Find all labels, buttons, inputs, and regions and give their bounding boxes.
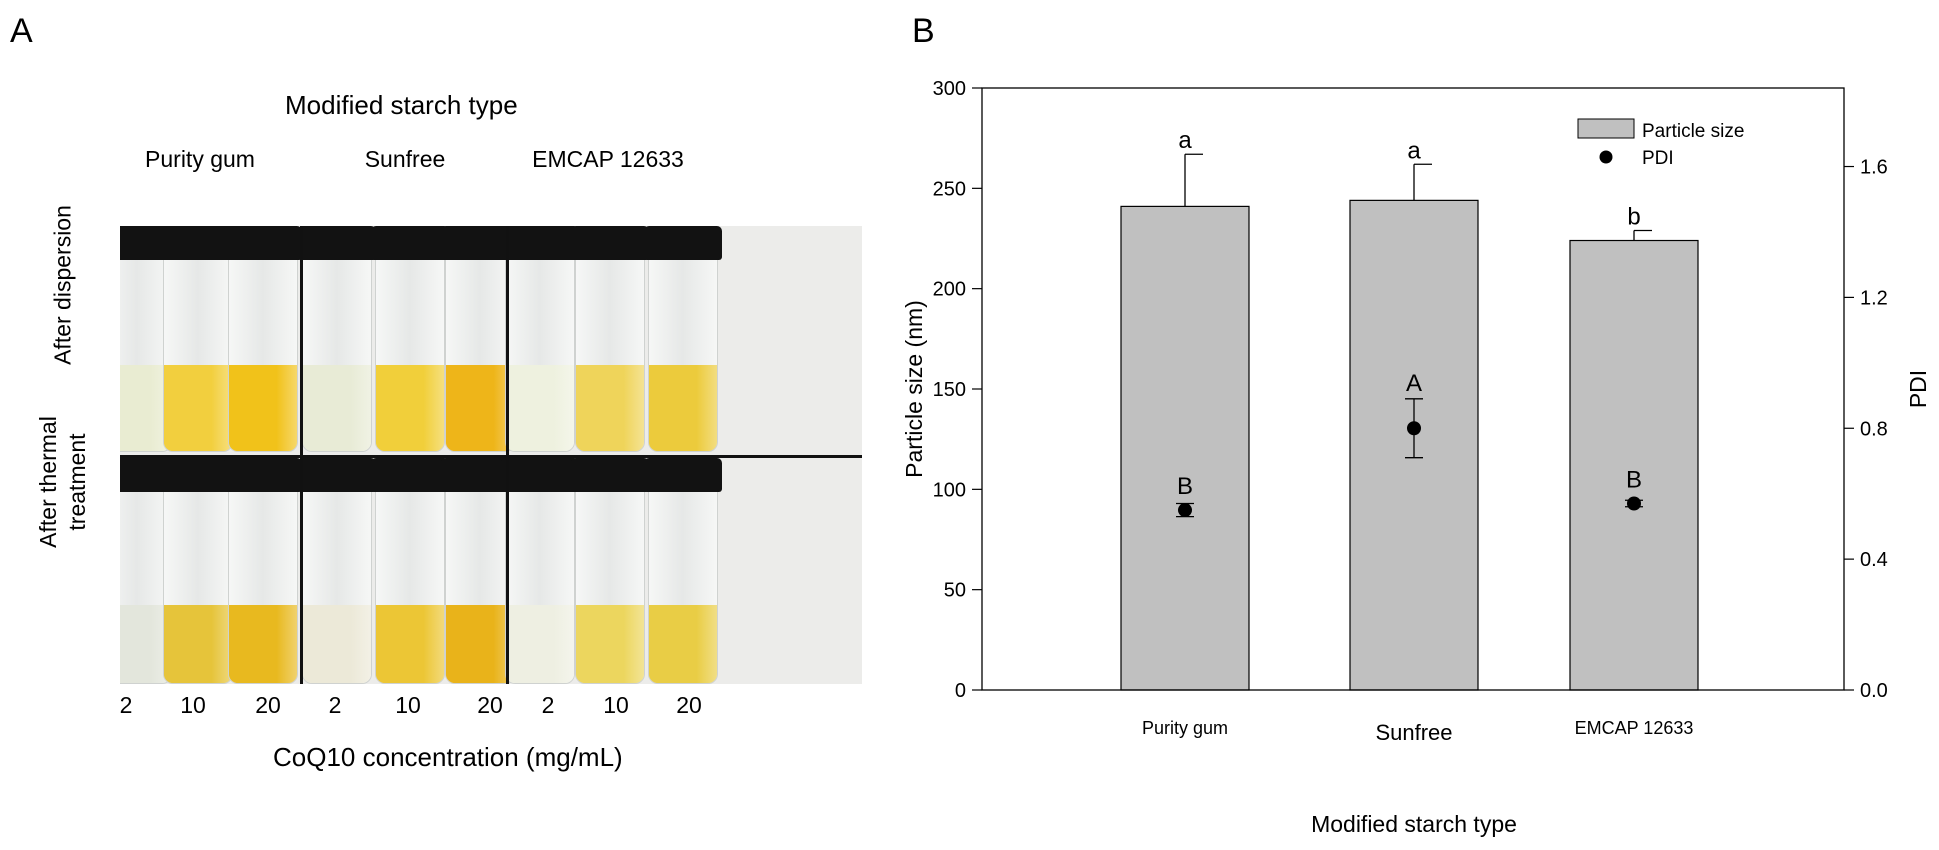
point-pdi: [1407, 421, 1421, 436]
panel-a-xlabel: CoQ10 concentration (mg/mL): [273, 742, 623, 772]
panel-a-header: Modified starch type: [285, 90, 518, 120]
vial: [571, 226, 649, 452]
y2-tick-label: 0.8: [1860, 418, 1888, 440]
vial-cap: [501, 226, 579, 260]
vial-cap: [501, 458, 579, 492]
y-tick-label: 0: [955, 680, 966, 702]
y-tick-label: 150: [933, 379, 966, 401]
vial: [501, 458, 579, 684]
photo-separator: [120, 455, 862, 458]
point-pdi: [1627, 496, 1641, 511]
x-tick-label: Purity gum: [1142, 718, 1228, 738]
vial-cap: [371, 226, 449, 260]
vial: [159, 458, 237, 684]
sig-letter-pdi: A: [1406, 370, 1422, 397]
vial-cap: [571, 226, 649, 260]
y-tick-label: 200: [933, 279, 966, 301]
vial: [644, 226, 722, 452]
vial: [501, 226, 579, 452]
x-axis-title: Modified starch type: [1311, 811, 1517, 837]
conc-label: 20: [255, 692, 281, 718]
conc-label: 2: [119, 692, 133, 718]
legend-label-particle-size: Particle size: [1642, 121, 1744, 142]
conc-label: 10: [180, 692, 206, 718]
vial: [644, 458, 722, 684]
conc-label: 2: [541, 692, 555, 718]
vial-cap: [644, 458, 722, 492]
legend: Particle size PDI: [1577, 118, 1744, 169]
legend-label-pdi: PDI: [1642, 148, 1674, 169]
y2-axis-title: PDI: [1905, 370, 1931, 408]
y-tick-label: 250: [933, 178, 966, 200]
sig-letter-pdi: B: [1626, 467, 1642, 494]
conc-label: 10: [603, 692, 629, 718]
vial-cap: [371, 458, 449, 492]
group-label-sunfree: Sunfree: [364, 146, 446, 172]
bar-particle-size: [1120, 205, 1250, 691]
vials-photo: [120, 226, 862, 684]
panel-a-letter: A: [10, 12, 33, 50]
conc-label: 10: [395, 692, 421, 718]
conc-label: 20: [676, 692, 702, 718]
y2-tick-label: 1.2: [1860, 287, 1888, 309]
vial: [224, 458, 302, 684]
point-pdi: [1178, 503, 1192, 518]
panel-b-letter: B: [912, 12, 935, 50]
vial: [371, 226, 449, 452]
vial: [298, 226, 376, 452]
x-tick-label: EMCAP 12633: [1575, 718, 1694, 738]
vial: [224, 226, 302, 452]
y2-tick-label: 1.6: [1860, 157, 1888, 179]
sig-letter-particle-size: b: [1627, 203, 1640, 230]
legend-swatch-particle-size: [1577, 118, 1635, 139]
vial-cap: [644, 226, 722, 260]
conc-label: 20: [477, 692, 503, 718]
group-label-emcap: EMCAP 12633: [532, 146, 684, 172]
vial-cap: [298, 458, 376, 492]
vial: [371, 458, 449, 684]
x-tick-label: Sunfree: [1375, 720, 1452, 745]
legend-marker-pdi: [1599, 150, 1613, 164]
sig-letter-particle-size: a: [1407, 137, 1421, 164]
y-axis-title: Particle size (nm): [901, 300, 927, 478]
sig-letter-pdi: B: [1177, 473, 1193, 500]
vial: [571, 458, 649, 684]
conc-label: 2: [328, 692, 342, 718]
vial-cap: [224, 226, 302, 260]
vial-cap: [571, 458, 649, 492]
vial-cap: [224, 458, 302, 492]
vial: [159, 226, 237, 452]
y2-tick-label: 0.0: [1860, 680, 1888, 702]
vial: [298, 458, 376, 684]
bar-particle-size: [1569, 239, 1699, 691]
vial-cap: [298, 226, 376, 260]
y-tick-label: 300: [933, 78, 966, 100]
y2-tick-label: 0.4: [1860, 549, 1888, 571]
y-tick-label: 50: [944, 580, 966, 602]
y-tick-label: 100: [933, 479, 966, 501]
sig-letter-particle-size: a: [1178, 127, 1192, 154]
group-label-purity-gum: Purity gum: [145, 146, 255, 172]
vial: [441, 226, 519, 452]
